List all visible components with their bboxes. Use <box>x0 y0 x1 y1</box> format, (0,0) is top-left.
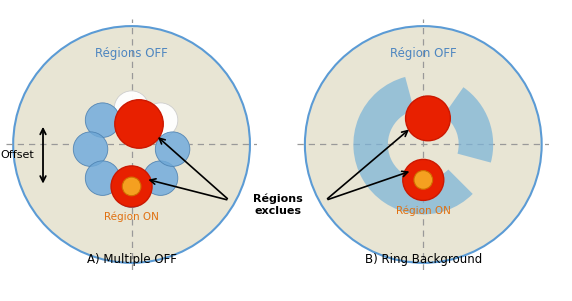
Circle shape <box>414 171 432 189</box>
Text: Région ON: Région ON <box>396 205 451 216</box>
Circle shape <box>144 161 178 195</box>
Circle shape <box>144 161 178 195</box>
Circle shape <box>111 166 152 207</box>
Wedge shape <box>444 87 493 163</box>
Text: B) Ring Background: B) Ring Background <box>365 253 482 266</box>
Circle shape <box>85 103 120 137</box>
Circle shape <box>403 160 444 200</box>
Circle shape <box>114 173 149 207</box>
Circle shape <box>156 132 190 166</box>
Circle shape <box>144 103 178 137</box>
Circle shape <box>85 161 120 195</box>
Circle shape <box>122 177 141 196</box>
Circle shape <box>114 173 149 207</box>
Wedge shape <box>353 77 472 214</box>
Circle shape <box>85 103 120 137</box>
Circle shape <box>73 132 108 166</box>
Text: A) Multiple OFF: A) Multiple OFF <box>86 253 177 266</box>
Circle shape <box>13 26 250 263</box>
Circle shape <box>305 26 542 263</box>
Text: Offset: Offset <box>0 150 34 160</box>
Text: Région OFF: Région OFF <box>390 47 456 60</box>
Circle shape <box>406 96 450 141</box>
Circle shape <box>73 132 108 166</box>
Text: Région ON: Région ON <box>104 212 159 222</box>
Circle shape <box>115 100 163 148</box>
Circle shape <box>85 161 120 195</box>
Circle shape <box>156 132 190 166</box>
Circle shape <box>114 91 149 126</box>
Text: Régions
exclues: Régions exclues <box>253 194 303 216</box>
Text: Régions OFF: Régions OFF <box>95 47 168 60</box>
